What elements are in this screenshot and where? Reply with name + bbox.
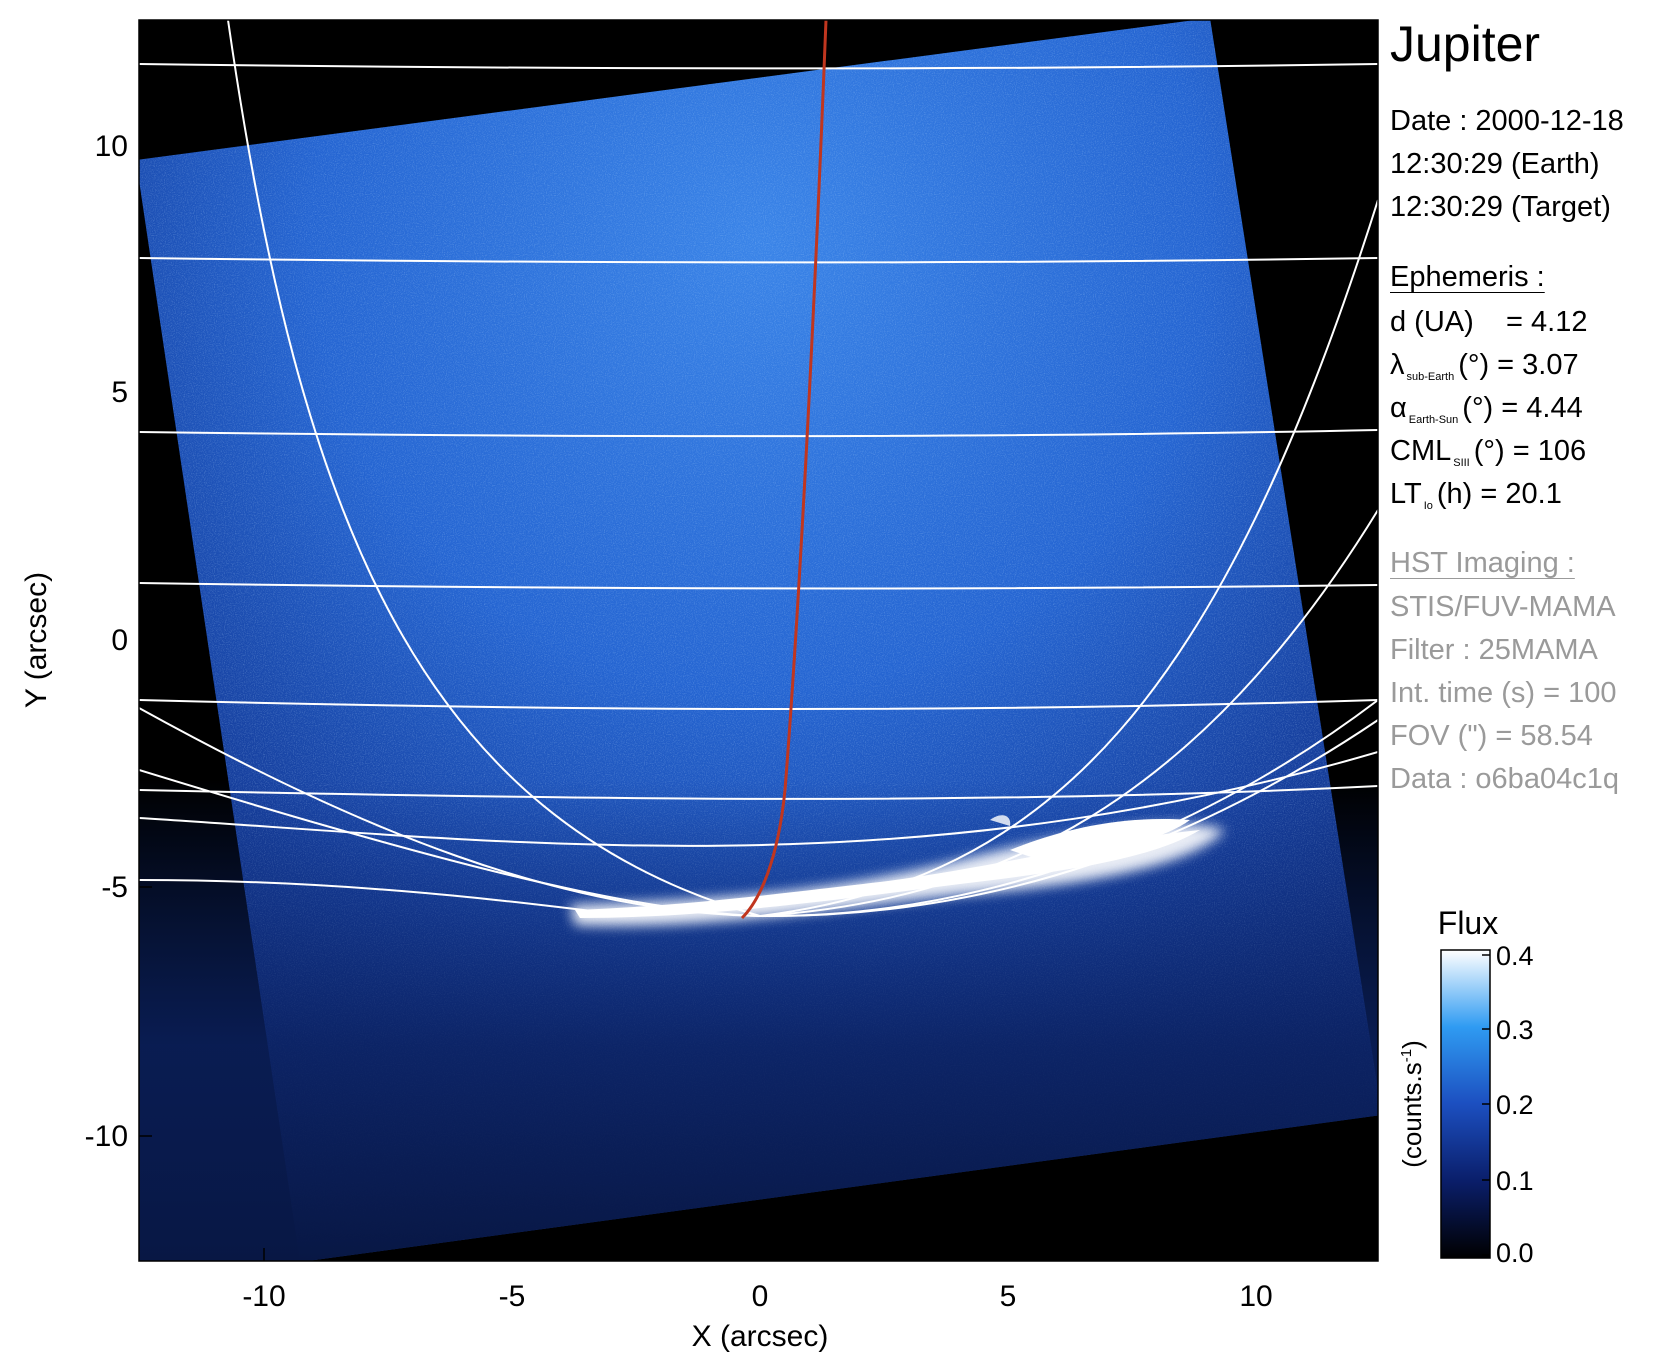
date-line: Date : 2000-12-18: [1390, 105, 1624, 137]
y-tick-label: 10: [95, 130, 128, 163]
colorbar-unit-label: (counts.s-1): [1397, 1040, 1427, 1168]
x-tick-label: 10: [1239, 1280, 1272, 1313]
lambda-symbol: λ: [1390, 349, 1405, 381]
cml-label: CML: [1390, 435, 1452, 467]
colorbar-tick-label: 0.0: [1496, 1238, 1534, 1268]
filter-line: Filter : 25MAMA: [1390, 634, 1598, 666]
image-dark-lower-region: [139, 780, 1378, 1261]
y-tick-label: 0: [111, 624, 128, 657]
integration-time-line: Int. time (s) = 100: [1390, 677, 1617, 709]
cml-subscript: SIII: [1453, 457, 1470, 469]
io-footprint-line: [740, 20, 828, 920]
x-tick-label: -10: [242, 1280, 285, 1313]
lt-subscript: Io: [1423, 500, 1433, 512]
cml-line: CML SIII (°) = 106: [1390, 434, 1586, 480]
x-tick-marks: [263, 1248, 1257, 1261]
time-target-line: 12:30:29 (Target): [1390, 191, 1611, 223]
colorbar-tick-label: 0.1: [1496, 1166, 1534, 1196]
target-title: Jupiter: [1390, 16, 1541, 72]
y-tick-marks: [139, 145, 152, 1137]
colorbar: 0.4 0.3 0.2 0.1 0.0 Flux (counts.s-1): [1397, 905, 1534, 1268]
x-tick-label: 0: [752, 1280, 769, 1313]
colorbar-tick-label: 0.4: [1496, 941, 1534, 971]
sub-earth-latitude-line: λ sub-Earth (°) = 3.07: [1390, 348, 1579, 394]
fov-line: FOV (") = 58.54: [1390, 720, 1593, 752]
alpha-value: (°) = 4.44: [1462, 392, 1583, 424]
distance-label: d (UA): [1390, 306, 1474, 338]
y-tick-label: -10: [85, 1120, 128, 1153]
colorbar-tick-label: 0.2: [1496, 1090, 1534, 1120]
distance-value: = 4.12: [1506, 306, 1588, 338]
data-id-line: Data : o6ba04c1q: [1390, 763, 1619, 795]
time-earth-line: 12:30:29 (Earth): [1390, 148, 1600, 180]
colorbar-title: Flux: [1438, 905, 1498, 941]
instrument-line: STIS/FUV-MAMA: [1390, 591, 1616, 623]
ephemeris-header: Ephemeris :: [1390, 261, 1545, 293]
y-tick-label: -5: [101, 871, 128, 904]
io-local-time-line: LT Io (h) = 20.1: [1390, 477, 1562, 523]
colorbar-tick-label: 0.3: [1496, 1015, 1534, 1045]
lt-value: (h) = 20.1: [1436, 478, 1562, 510]
lt-label: LT: [1390, 478, 1422, 510]
y-tick-label: 5: [111, 376, 128, 409]
x-tick-label: -5: [499, 1280, 526, 1313]
y-axis-label: Y (arcsec): [20, 572, 53, 708]
x-tick-label: 5: [1000, 1280, 1017, 1313]
cml-value: (°) = 106: [1473, 435, 1587, 467]
x-axis-label: X (arcsec): [692, 1320, 829, 1353]
alpha-subscript: Earth-Sun: [1408, 414, 1459, 426]
phase-angle-line: α Earth-Sun (°) = 4.44: [1390, 391, 1583, 437]
colorbar-gradient: [1440, 949, 1491, 1259]
lambda-subscript: sub-Earth: [1406, 371, 1455, 383]
alpha-symbol: α: [1390, 392, 1407, 424]
hst-imaging-header: HST Imaging :: [1390, 547, 1575, 579]
lambda-value: (°) = 3.07: [1458, 349, 1579, 381]
distance-line: d (UA) = 4.12: [1390, 305, 1587, 339]
